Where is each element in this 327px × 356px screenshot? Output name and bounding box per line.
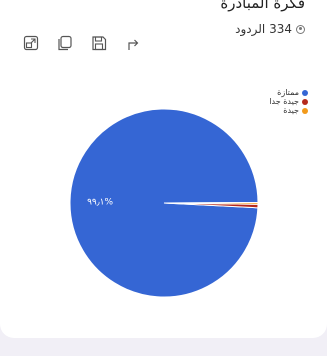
legend-item: جيدة جدا xyxy=(269,97,308,106)
slice-value-label: ٩٩٫١% xyxy=(87,198,113,208)
legend-label: ممتازة xyxy=(277,88,299,97)
legend-item: ممتازة xyxy=(269,88,308,97)
legend-dot-icon xyxy=(302,98,308,105)
chart-toolbar xyxy=(22,34,142,52)
radio-icon xyxy=(296,24,305,34)
legend-label: جيدة جدا xyxy=(269,97,299,106)
pie-slice[interactable] xyxy=(163,202,259,205)
save-icon[interactable] xyxy=(90,34,108,52)
chart-legend: ممتازة جيدة جدا جيدة xyxy=(269,88,308,115)
legend-item: جيدة xyxy=(269,106,308,115)
legend-label: جيدة xyxy=(283,106,299,115)
legend-dot-icon xyxy=(302,107,308,114)
question-title: فكرة المبادرة xyxy=(220,0,305,12)
responses-count: 334 الردود xyxy=(235,22,305,36)
copy-icon[interactable] xyxy=(56,34,74,52)
open-external-icon[interactable] xyxy=(22,34,40,52)
share-icon[interactable] xyxy=(124,34,142,52)
legend-dot-icon xyxy=(302,89,308,96)
responses-label: 334 الردود xyxy=(235,22,292,36)
